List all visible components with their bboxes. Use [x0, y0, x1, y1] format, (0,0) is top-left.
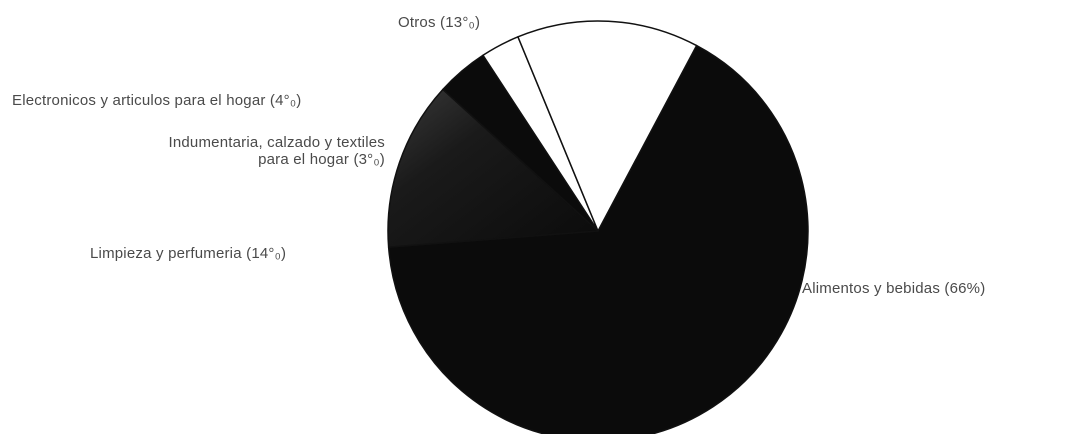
slice-otros [387, 88, 599, 248]
label-indumentaria: Indumentaria, calzado y textiles para el… [168, 134, 385, 168]
pie-slices [387, 20, 809, 434]
slice-alimentos [387, 44, 809, 434]
label-otros: Otros (13°₀) [398, 14, 481, 31]
label-alimentos: Alimentos y bebidas (66%) [802, 280, 986, 297]
label-indumentaria-line-2: para el hogar (3°₀) [258, 151, 385, 168]
label-indumentaria-line-1: Indumentaria, calzado y textiles [168, 134, 385, 151]
slice-limpieza [517, 20, 698, 232]
label-limpieza: Limpieza y perfumeria (14°₀) [90, 245, 287, 262]
label-electronicos: Electronicos y articulos para el hogar (… [12, 92, 302, 109]
